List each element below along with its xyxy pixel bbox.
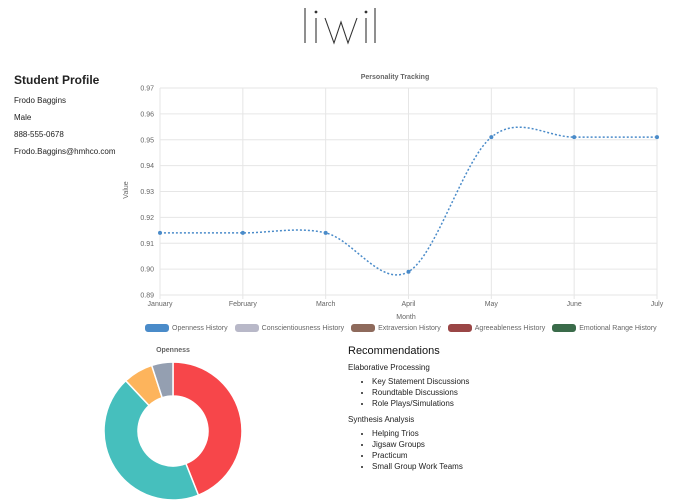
y-tick-label: 0.91	[140, 241, 154, 248]
rec-item: Roundtable Discussions	[372, 388, 469, 397]
legend-swatch	[145, 324, 169, 332]
data-point[interactable]	[489, 135, 494, 140]
legend-swatch	[552, 324, 577, 332]
student-profile: Student Profile Frodo Baggins Male 888-5…	[14, 73, 116, 164]
legend-label: Agreeableness History	[474, 324, 546, 332]
personality-tracking-chart: Personality Tracking 0.97 0.96 0.95 0.94 0.9…	[123, 74, 664, 321]
legend-label: Conscientiousness History	[261, 324, 345, 332]
chart-title: Personality Tracking	[361, 74, 429, 81]
data-point[interactable]	[655, 135, 659, 140]
donut-slice[interactable]	[172, 361, 243, 497]
y-tick-label: 0.96	[140, 111, 154, 118]
y-axis-label: Value	[123, 181, 130, 198]
chart-legend: Openness History Conscientiousness Histo…	[145, 324, 657, 332]
data-point[interactable]	[323, 230, 328, 235]
x-tick-label: January	[148, 301, 173, 308]
recommendations-title: Recommendations	[348, 345, 440, 357]
legend-item[interactable]: Openness History	[145, 324, 228, 332]
data-point[interactable]	[406, 269, 411, 274]
openness-donut-chart: Openness	[103, 347, 243, 501]
y-tick-label: 0.94	[140, 163, 154, 170]
x-tick-label: February	[229, 301, 258, 308]
donut-slice[interactable]	[103, 379, 200, 501]
y-tick-label: 0.97	[140, 86, 154, 93]
liwi-logo	[0, 6, 680, 51]
legend-item[interactable]: Emotional Range History	[552, 324, 657, 332]
x-tick-label: May	[485, 301, 499, 308]
x-axis-label: Month	[396, 314, 416, 321]
rec-list: Helping Trios Jigsaw Groups Practicum Sm…	[348, 429, 469, 471]
student-phone: 888-555-0678	[14, 130, 64, 139]
rec-item: Small Group Work Teams	[372, 462, 469, 471]
data-point[interactable]	[240, 230, 245, 235]
rec-item: Jigsaw Groups	[372, 440, 469, 449]
y-tick-label: 0.89	[140, 293, 154, 300]
legend-swatch	[447, 324, 472, 332]
recommendations: Recommendations Elaborative Processing K…	[348, 345, 469, 478]
x-tick-label: July	[651, 301, 664, 308]
x-tick-label: April	[401, 301, 415, 308]
y-tick-label: 0.90	[140, 267, 154, 274]
rec-group-title: Synthesis Analysis	[348, 415, 415, 424]
rec-item: Role Plays/Simulations	[372, 399, 469, 408]
student-gender: Male	[14, 113, 32, 122]
x-tick-label: March	[316, 301, 336, 308]
legend-item[interactable]: Conscientiousness History	[234, 324, 345, 332]
y-tick-label: 0.95	[140, 137, 154, 144]
legend-label: Emotional Range History	[579, 324, 657, 332]
legend-item[interactable]: Agreeableness History	[447, 324, 546, 332]
y-tick-label: 0.93	[140, 189, 154, 196]
student-email: Frodo.Baggins@hmhco.com	[14, 147, 116, 156]
rec-item: Key Statement Discussions	[372, 377, 469, 386]
data-point[interactable]	[572, 135, 577, 140]
legend-swatch	[234, 324, 259, 332]
y-tick-label: 0.92	[140, 215, 154, 222]
legend-label: Extraversion History	[378, 324, 441, 332]
profile-title: Student Profile	[14, 73, 100, 87]
rec-item: Practicum	[372, 451, 469, 460]
rec-list: Key Statement Discussions Roundtable Dis…	[348, 377, 469, 408]
rec-group-title: Elaborative Processing	[348, 363, 430, 372]
rec-item: Helping Trios	[372, 429, 469, 438]
legend-label: Openness History	[172, 324, 228, 332]
legend-swatch	[351, 324, 376, 332]
x-tick-label: June	[567, 301, 582, 308]
legend-item[interactable]: Extraversion History	[351, 324, 441, 332]
data-point[interactable]	[158, 230, 162, 235]
donut-title: Openness	[156, 347, 190, 354]
donut-slice[interactable]	[150, 361, 174, 399]
student-name: Frodo Baggins	[14, 96, 67, 105]
